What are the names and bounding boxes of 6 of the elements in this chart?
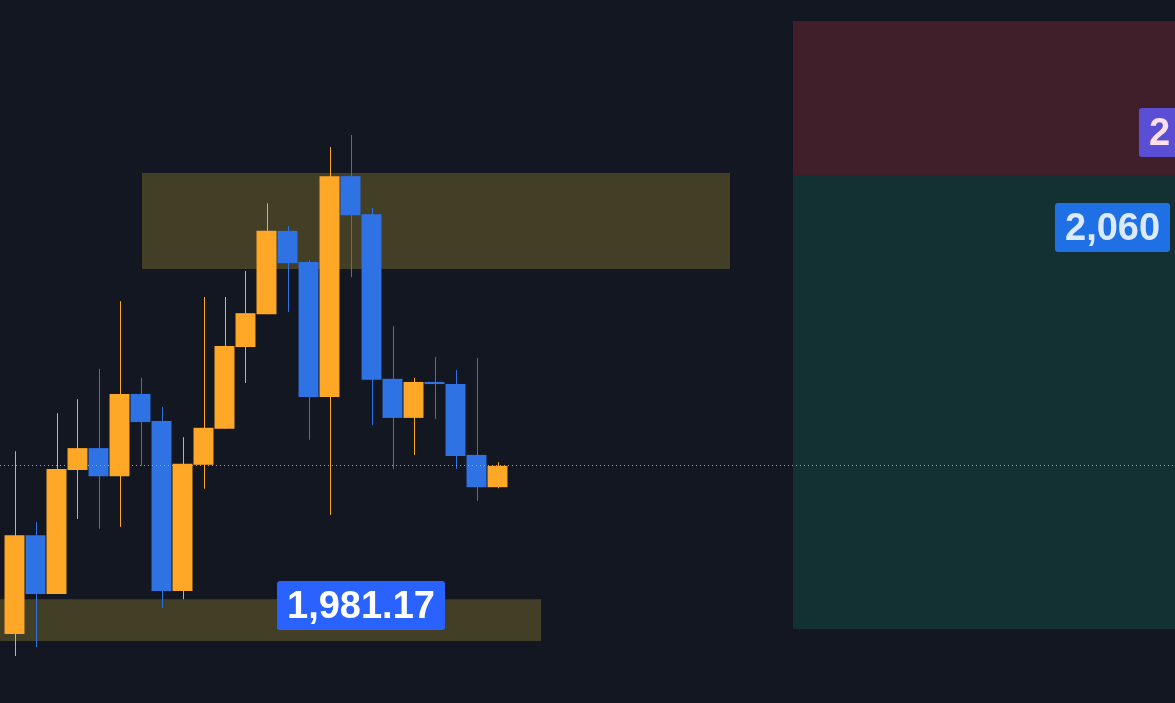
candlestick (67, 398, 88, 520)
annotation: 2 (1139, 108, 1175, 157)
annotation: 2,060 (1055, 203, 1171, 252)
annotation: 1,981.17 (277, 581, 445, 630)
candlestick (487, 461, 508, 489)
candlestick (424, 356, 445, 420)
